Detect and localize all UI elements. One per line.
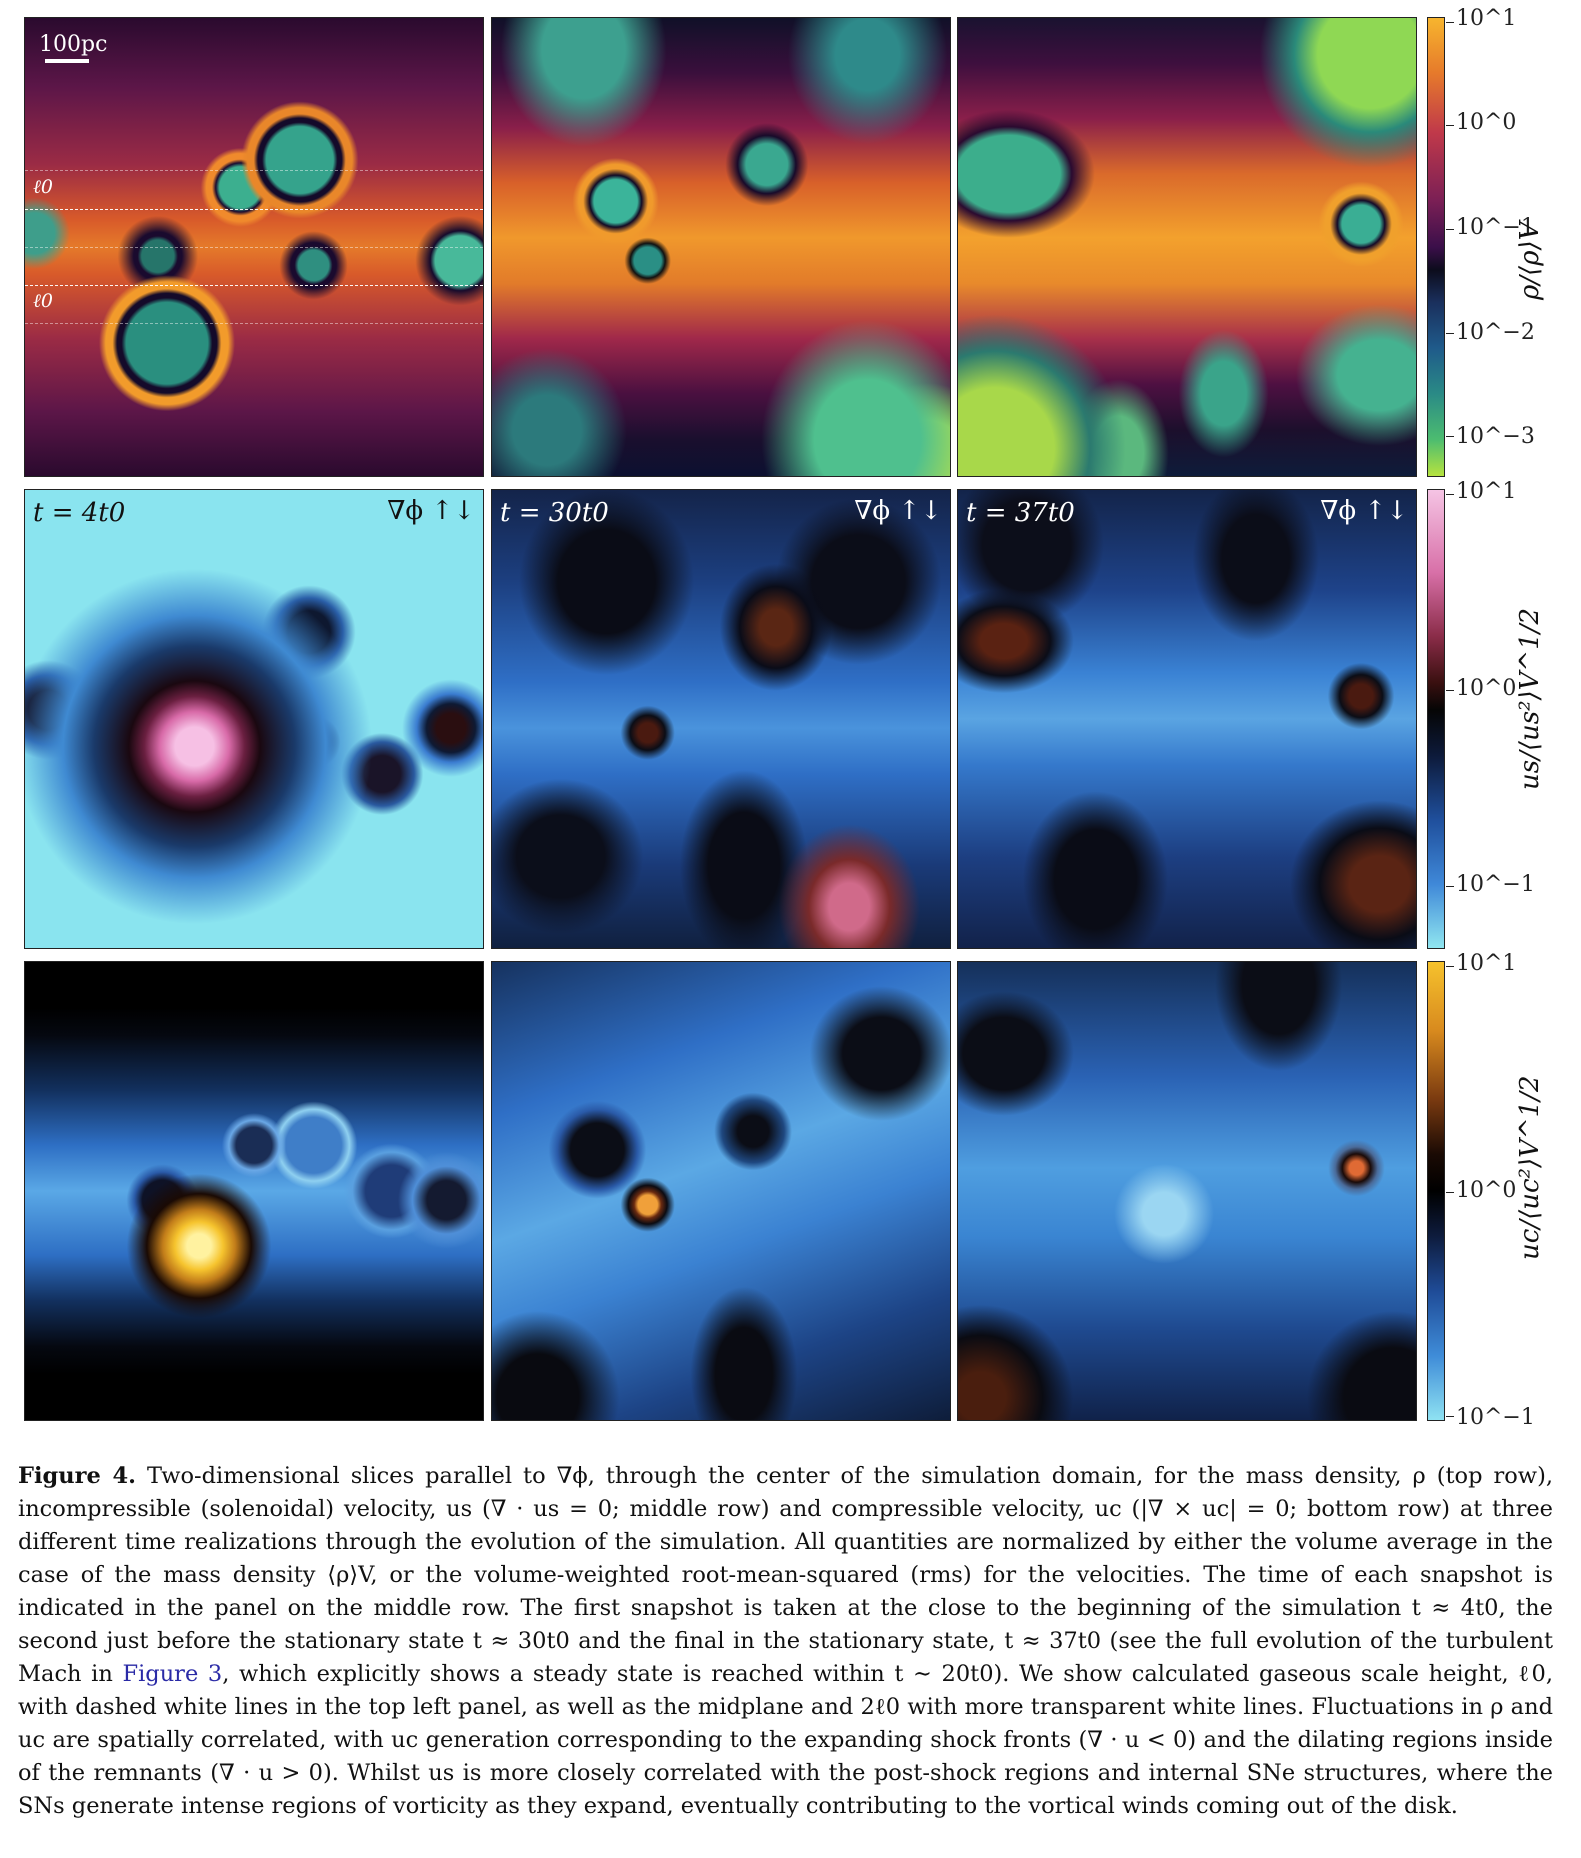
solenoidal-velocity-panel-t30: t = 30t0 ∇ϕ ↑↓ xyxy=(491,489,951,949)
scale-bar-label: 100pc xyxy=(39,32,108,57)
figure-caption-text-1: Two-dimensional slices parallel to ∇ϕ, t… xyxy=(18,1463,1553,1687)
time-label-t4: t = 4t0 xyxy=(33,498,126,528)
solenoidal-tick-1: 10^1 xyxy=(1456,479,1517,504)
solenoidal-velocity-panel-t37: t = 37t0 ∇ϕ ↑↓ xyxy=(957,489,1417,949)
compressible-velocity-panel-t30 xyxy=(491,961,951,1421)
compressible-velocity-panel-t4 xyxy=(24,961,484,1421)
colorbar-tick xyxy=(1446,229,1454,230)
scale-height-line-top xyxy=(25,209,483,210)
colorbar-tick xyxy=(1446,966,1454,967)
colorbar-tick xyxy=(1446,1416,1454,1417)
solenoidal-tick-3: 10^−1 xyxy=(1456,872,1535,897)
scale-bar: 100pc xyxy=(39,32,107,63)
compressible-tick-2: 10^0 xyxy=(1456,1178,1517,1203)
colorbar-tick xyxy=(1446,333,1454,334)
scale-bar-line xyxy=(45,59,89,63)
colorbar-tick xyxy=(1446,494,1454,495)
density-tick-4: 10^−2 xyxy=(1456,320,1535,345)
density-panel-t4: 100pc ℓ0 ℓ0 xyxy=(24,17,484,477)
colorbar-tick xyxy=(1446,1192,1454,1193)
compressible-velocity-panel-t37 xyxy=(957,961,1417,1421)
gradient-direction-label: ∇ϕ ↑↓ xyxy=(1320,496,1408,526)
colorbar-tick xyxy=(1446,886,1454,887)
density-tick-2: 10^0 xyxy=(1456,110,1517,135)
time-label-t30: t = 30t0 xyxy=(500,498,609,528)
density-tick-1: 10^1 xyxy=(1456,6,1517,31)
figure-4: 100pc ℓ0 ℓ0 t = 4t0 ∇ϕ ↑↓ t = 30t0 ∇ϕ ↑↓… xyxy=(24,6,1545,1430)
compressible-velocity-colorbar xyxy=(1427,961,1445,1421)
figure-3-link[interactable]: Figure 3 xyxy=(122,1661,223,1687)
scale-height-label-bottom: ℓ0 xyxy=(33,290,54,312)
figure-caption-text-2: , which explicitly shows a steady state … xyxy=(18,1661,1554,1819)
density-colorbar-title: ρ/⟨ρ⟩V xyxy=(1515,221,1545,300)
compressible-colorbar-title: uc/⟨uc²⟩V^1/2 xyxy=(1515,1075,1545,1261)
compressible-tick-3: 10^−1 xyxy=(1456,1405,1535,1430)
compressible-tick-1: 10^1 xyxy=(1456,951,1517,976)
solenoidal-velocity-panel-t4: t = 4t0 ∇ϕ ↑↓ xyxy=(24,489,484,949)
scale-height-line-bottom xyxy=(25,285,483,286)
figure-caption-label: Figure 4. xyxy=(18,1463,136,1489)
density-colorbar xyxy=(1427,17,1445,477)
solenoidal-velocity-colorbar xyxy=(1427,489,1445,949)
colorbar-tick xyxy=(1446,22,1454,23)
solenoidal-colorbar-title: us/⟨us²⟩V^1/2 xyxy=(1515,607,1545,790)
colorbar-tick xyxy=(1446,690,1454,691)
density-panel-t30 xyxy=(491,17,951,477)
scale-height-label-top: ℓ0 xyxy=(33,176,54,198)
midplane-line xyxy=(25,247,483,248)
density-tick-5: 10^−3 xyxy=(1456,424,1535,449)
gradient-direction-label: ∇ϕ ↑↓ xyxy=(854,496,942,526)
density-panel-t37 xyxy=(957,17,1417,477)
scale-height-2l0-line-top xyxy=(25,170,483,171)
colorbar-tick xyxy=(1446,125,1454,126)
scale-height-2l0-line-bottom xyxy=(25,323,483,324)
colorbar-tick xyxy=(1446,436,1454,437)
solenoidal-tick-2: 10^0 xyxy=(1456,676,1517,701)
density-tick-3: 10^−1 xyxy=(1456,215,1535,240)
figure-caption: Figure 4. Two-dimensional slices paralle… xyxy=(18,1460,1553,1823)
gradient-direction-label: ∇ϕ ↑↓ xyxy=(387,496,475,526)
time-label-t37: t = 37t0 xyxy=(966,498,1075,528)
